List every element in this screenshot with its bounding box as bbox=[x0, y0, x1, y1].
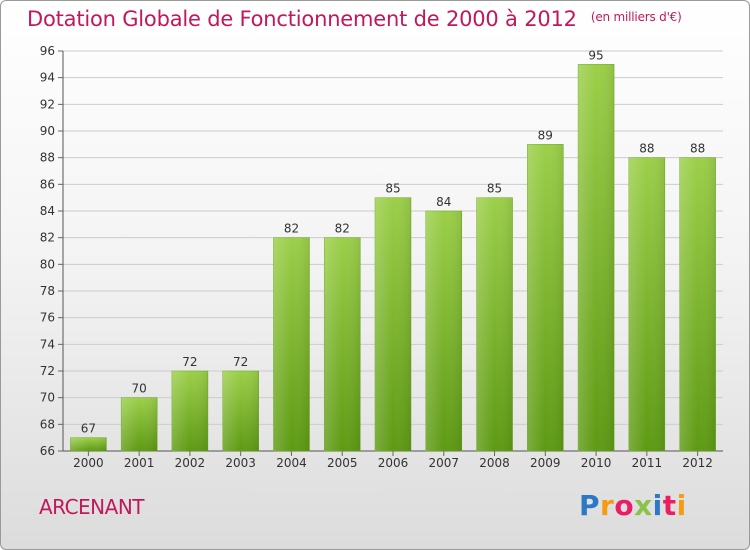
data-label: 88 bbox=[639, 142, 654, 156]
logo-letter: i bbox=[676, 489, 687, 522]
data-label: 88 bbox=[690, 142, 705, 156]
y-tick-label: 94 bbox=[40, 71, 55, 85]
data-label: 70 bbox=[132, 382, 147, 396]
data-label: 84 bbox=[436, 195, 451, 209]
bar-shade bbox=[273, 237, 310, 451]
x-tick-label: 2002 bbox=[175, 456, 206, 470]
bar-shade bbox=[527, 144, 564, 452]
data-label: 82 bbox=[335, 222, 350, 236]
axes: 66 68 70 72 74 76 78 80 82 84 86 88 90 92 94 96 2000 2001… bbox=[40, 44, 723, 470]
data-label: 72 bbox=[182, 355, 197, 369]
data-label: 89 bbox=[538, 128, 553, 142]
y-tick-label: 74 bbox=[40, 337, 55, 351]
bar-shade bbox=[679, 157, 716, 451]
proxiti-logo[interactable]: Proxiti bbox=[579, 489, 687, 522]
commune-name: ARCENANT bbox=[39, 495, 145, 519]
y-tick-label: 90 bbox=[40, 124, 55, 138]
data-label: 72 bbox=[233, 355, 248, 369]
y-tick-label: 86 bbox=[40, 177, 55, 191]
x-tick-label: 2006 bbox=[378, 456, 409, 470]
y-tick-label: 92 bbox=[40, 97, 55, 111]
x-tick-label: 2012 bbox=[682, 456, 713, 470]
logo-letter: r bbox=[600, 489, 615, 522]
y-tick-label: 66 bbox=[40, 444, 55, 458]
bar-shade bbox=[375, 197, 411, 451]
bars bbox=[70, 64, 716, 452]
data-label: 85 bbox=[487, 182, 502, 196]
bar-shade bbox=[70, 437, 107, 451]
x-tick-label: 2004 bbox=[276, 456, 307, 470]
data-labels: 67 70 72 72 82 82 85 84 85 89 95 88 88 bbox=[81, 48, 706, 435]
x-tick-label: 2009 bbox=[530, 456, 561, 470]
y-tick-label: 78 bbox=[40, 284, 55, 298]
x-tick-label: 2005 bbox=[327, 456, 358, 470]
chart-title: Dotation Globale de Fonctionnement de 20… bbox=[27, 7, 682, 31]
data-label: 67 bbox=[81, 422, 96, 436]
data-label: 82 bbox=[284, 222, 299, 236]
bar-shade bbox=[324, 237, 361, 451]
x-tick-label: 2008 bbox=[479, 456, 510, 470]
y-tick-label: 72 bbox=[40, 364, 55, 378]
y-tick-label: 70 bbox=[40, 391, 55, 405]
x-tick-label: 2003 bbox=[225, 456, 256, 470]
bar-shade bbox=[476, 197, 513, 451]
logo-letter: i bbox=[652, 489, 663, 522]
x-tick-label: 2011 bbox=[632, 456, 663, 470]
bar-shade bbox=[628, 157, 665, 451]
bar-shade bbox=[222, 371, 259, 451]
logo-letter: o bbox=[614, 489, 635, 522]
y-tick-label: 76 bbox=[40, 311, 55, 325]
y-tick-label: 88 bbox=[40, 151, 55, 165]
bar-shade bbox=[425, 211, 462, 451]
y-tick-label: 80 bbox=[40, 257, 55, 271]
y-tick-label: 84 bbox=[40, 204, 55, 218]
y-tick-label: 68 bbox=[40, 417, 55, 431]
chart-unit: (en milliers d'€) bbox=[590, 10, 682, 24]
logo-letter: P bbox=[579, 489, 601, 522]
chart-title-text: Dotation Globale de Fonctionnement de 20… bbox=[27, 7, 577, 31]
bar-shade bbox=[121, 397, 158, 451]
bar-shade bbox=[171, 371, 208, 451]
logo-letter: x bbox=[634, 489, 653, 522]
bar-shade bbox=[578, 64, 615, 452]
data-label: 95 bbox=[588, 48, 603, 62]
logo-letter: t bbox=[662, 489, 677, 522]
x-tick-label: 2001 bbox=[124, 456, 155, 470]
y-tick-label: 82 bbox=[40, 231, 55, 245]
x-tick-label: 2010 bbox=[581, 456, 612, 470]
x-tick-label: 2000 bbox=[73, 456, 104, 470]
x-tick-label: 2007 bbox=[428, 456, 459, 470]
data-label: 85 bbox=[385, 182, 400, 196]
y-tick-label: 96 bbox=[40, 44, 55, 58]
